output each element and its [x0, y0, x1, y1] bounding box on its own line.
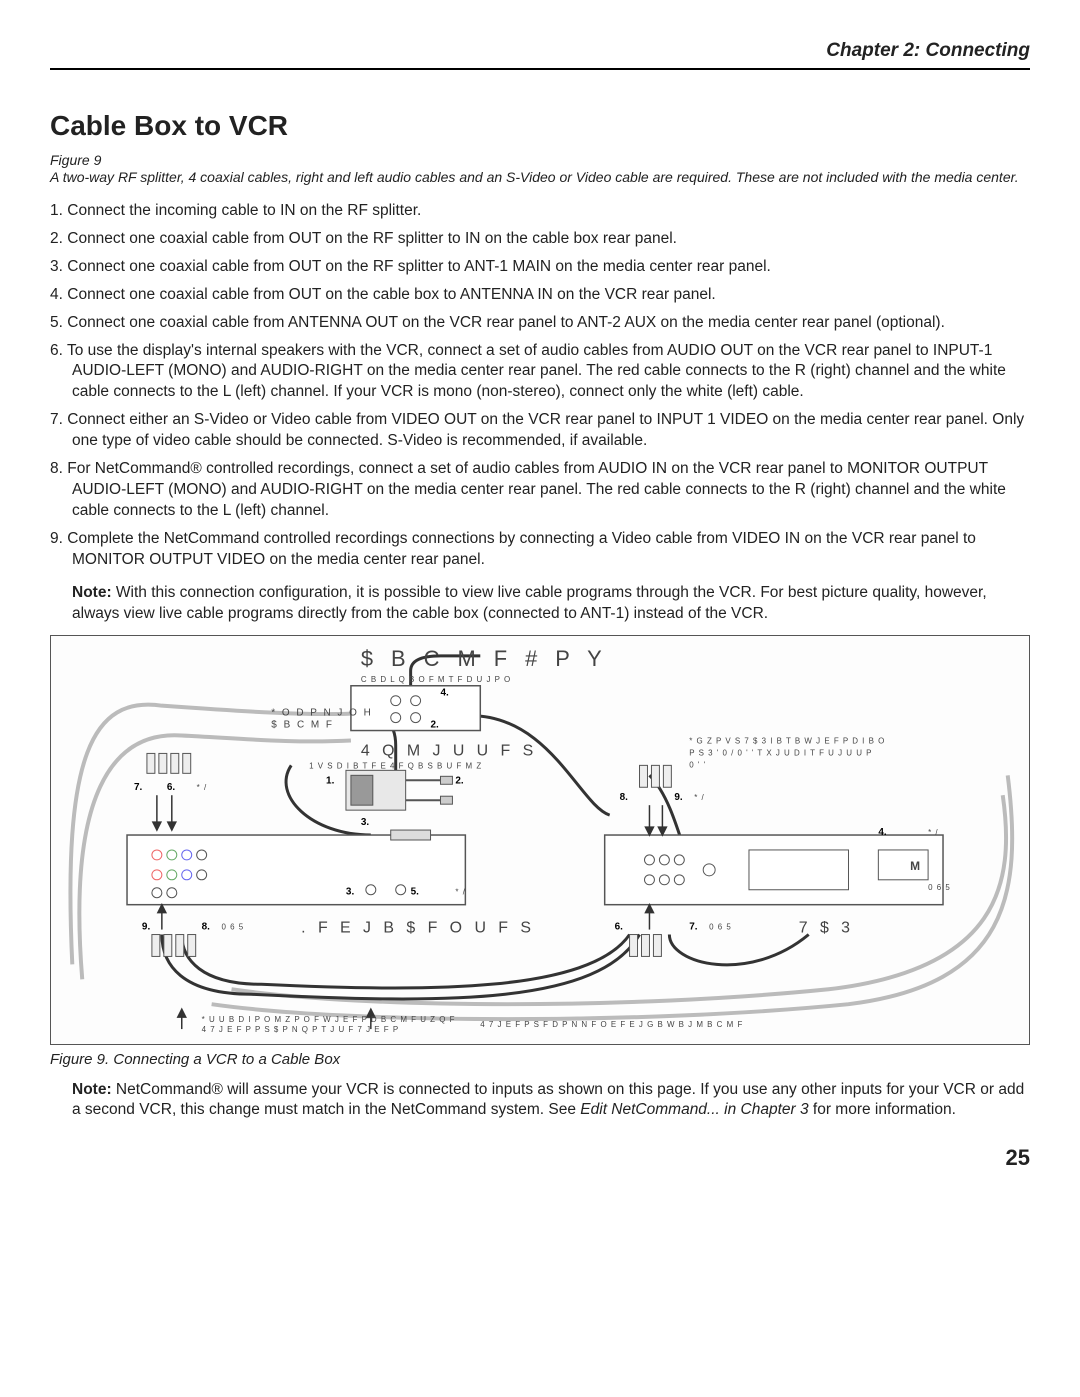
svg-text:* /: * / — [694, 793, 705, 802]
svg-text:* G Z P V S 7 $ 3 I B T: * G Z P V S 7 $ 3 I B T B W J E F P D I … — [689, 736, 885, 745]
svg-text:* /: * / — [455, 887, 466, 896]
svg-text:1 V S D I B T F E 4 F Q B S: 1 V S D I B T F E 4 F Q B S B U F M Z — [309, 761, 482, 770]
note-1-text: With this connection configuration, it i… — [72, 584, 987, 622]
step-4: Connect one coaxial cable from OUT on th… — [50, 285, 1030, 306]
svg-text:4 7 J E F P P S $ P N Q: 4 7 J E F P P S $ P N Q P T J U F 7 J E … — [202, 1025, 400, 1034]
svg-text:6.: 6. — [167, 782, 176, 793]
svg-text:P S 3 ' 0 / 0 ' ' T X: P S 3 ' 0 / 0 ' ' T X J U D I T F U J U … — [689, 748, 872, 757]
note-1: Note: With this connection configuration… — [50, 583, 1030, 625]
svg-text:$ B C M F # P Y: $ B C M F # P Y — [361, 645, 608, 670]
svg-text:0 6 5: 0 6 5 — [222, 922, 245, 931]
figure-caption: Figure 9. Connecting a VCR to a Cable Bo… — [50, 1051, 1030, 1068]
chapter-header: Chapter 2: Connecting — [50, 40, 1030, 70]
page-number: 25 — [50, 1145, 1030, 1171]
step-9: Complete the NetCommand controlled recor… — [50, 529, 1030, 571]
page-title: Cable Box to VCR — [50, 110, 1030, 142]
step-6: To use the display's internal speakers w… — [50, 341, 1030, 404]
step-2: Connect one coaxial cable from OUT on th… — [50, 229, 1030, 250]
instruction-list: Connect the incoming cable to IN on the … — [50, 201, 1030, 571]
note-2: Note: NetCommand® will assume your VCR i… — [50, 1080, 1030, 1122]
step-3: Connect one coaxial cable from OUT on th… — [50, 257, 1030, 278]
connection-diagram: M $ B C M F # P Y C B D L Q B O F M T F … — [50, 635, 1030, 1045]
step-5: Connect one coaxial cable from ANTENNA O… — [50, 313, 1030, 334]
figure-label: Figure 9 — [50, 152, 1030, 168]
note-1-label: Note: — [72, 584, 112, 601]
svg-text:6.: 6. — [615, 921, 624, 932]
svg-text:* O D P N J O H: * O D P N J O H — [271, 707, 372, 718]
svg-text:0 6 5: 0 6 5 — [709, 922, 732, 931]
svg-text:9.: 9. — [674, 792, 683, 803]
svg-text:9.: 9. — [142, 921, 151, 932]
step-1: Connect the incoming cable to IN on the … — [50, 201, 1030, 222]
figure-description: A two-way RF splitter, 4 coaxial cables,… — [50, 168, 1030, 187]
step-8: For NetCommand® controlled recordings, c… — [50, 459, 1030, 522]
svg-text:* /: * / — [928, 828, 939, 837]
step-7: Connect either an S-Video or Video cable… — [50, 410, 1030, 452]
svg-text:8.: 8. — [202, 921, 211, 932]
svg-text:2.: 2. — [455, 775, 464, 786]
svg-text:* U U B D I P O M Z P O F: * U U B D I P O M Z P O F W J E F P D B … — [202, 1015, 456, 1024]
svg-text:7 $ 3: 7 $ 3 — [799, 919, 854, 936]
svg-text:5.: 5. — [411, 886, 420, 897]
svg-text:4.: 4. — [878, 827, 887, 838]
svg-text:* /: * / — [197, 783, 208, 792]
svg-text:C B D L Q B O F M T F D U: C B D L Q B O F M T F D U J P O — [361, 674, 511, 683]
note-2-label: Note: — [72, 1081, 112, 1098]
note-2-tail: for more information. — [809, 1101, 956, 1118]
svg-text:1.: 1. — [326, 775, 335, 786]
svg-text:$ B C M F: $ B C M F — [271, 719, 334, 730]
svg-text:4 Q M J U U F S: 4 Q M J U U F S — [361, 742, 537, 759]
note-2-em: Edit NetCommand... in Chapter 3 — [580, 1101, 808, 1118]
svg-text:4 7 J E F P S F D P N N F: 4 7 J E F P S F D P N N F O E F E J G B … — [480, 1020, 743, 1029]
svg-text:M: M — [910, 858, 920, 872]
svg-text:3.: 3. — [346, 886, 355, 897]
svg-text:2.: 2. — [431, 719, 440, 730]
svg-text:8.: 8. — [620, 792, 629, 803]
svg-text:0 ' ': 0 ' ' — [689, 760, 706, 769]
svg-text:. F E J B $ F O U F S: . F E J B $ F O U F S — [301, 919, 535, 936]
svg-text:3.: 3. — [361, 817, 370, 828]
svg-text:7.: 7. — [689, 921, 698, 932]
svg-text:0 6 5: 0 6 5 — [928, 882, 951, 891]
svg-text:4.: 4. — [440, 687, 449, 698]
svg-text:7.: 7. — [134, 782, 143, 793]
